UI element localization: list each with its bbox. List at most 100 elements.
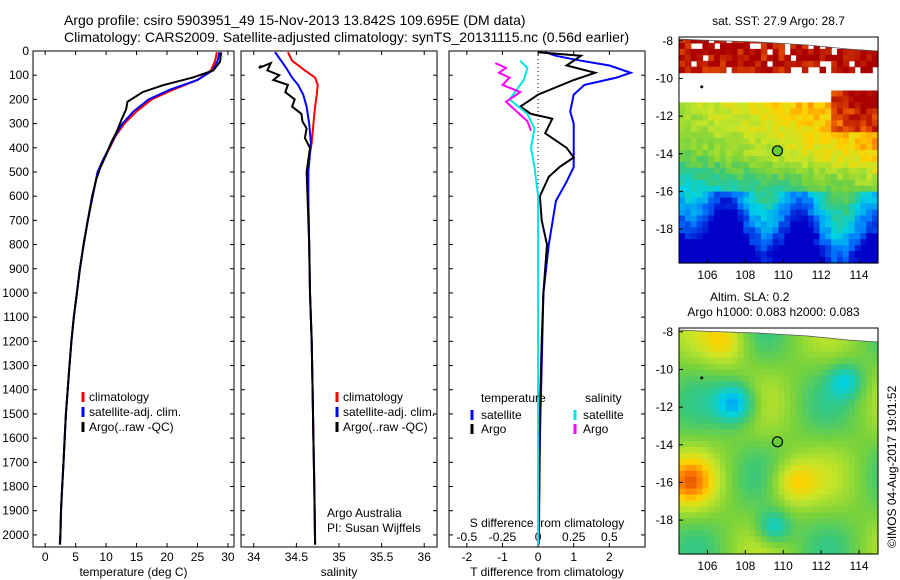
map-cell <box>766 399 774 406</box>
map-cell <box>813 512 821 519</box>
map-cell <box>842 150 850 157</box>
map-cell <box>784 357 791 365</box>
map-cell <box>702 494 709 501</box>
map-cell <box>714 512 721 519</box>
map-cell <box>766 227 774 234</box>
map-cell <box>690 369 698 377</box>
map-cell <box>813 126 821 133</box>
x-tick-label: 35 <box>332 550 346 564</box>
map-cell <box>720 476 727 484</box>
map-cell <box>702 333 709 341</box>
map-cell <box>696 48 704 56</box>
map-cell <box>772 399 780 406</box>
map-cell <box>778 42 785 50</box>
map-cell <box>837 446 844 454</box>
map-cell <box>714 221 721 228</box>
map-cell <box>790 441 797 448</box>
map-cell <box>784 411 791 418</box>
map-cell <box>737 215 744 222</box>
map-cell <box>684 429 692 436</box>
map-cell <box>696 441 704 448</box>
map-cell <box>842 417 850 424</box>
map-cell <box>737 411 744 418</box>
map-cell <box>702 405 709 412</box>
map-cell <box>860 381 867 388</box>
map-cell <box>813 155 821 163</box>
map-cell <box>848 464 856 472</box>
map-cell <box>766 120 774 127</box>
map-cell <box>731 203 739 210</box>
map-cell <box>725 351 733 359</box>
map-cell <box>772 429 780 436</box>
map-cell <box>848 245 856 252</box>
map-cell <box>720 452 727 460</box>
map-cell <box>696 215 704 222</box>
map-cell <box>778 488 785 496</box>
map-cell <box>725 476 733 484</box>
map-cell <box>872 203 879 210</box>
map-cell <box>679 197 686 205</box>
map-cell <box>872 524 879 531</box>
map-cell <box>842 482 850 490</box>
map-cell <box>720 351 727 359</box>
map-cell <box>760 417 768 424</box>
map-cell <box>860 197 867 205</box>
map-cell <box>731 114 739 121</box>
map-cell <box>848 500 856 507</box>
map-cell <box>790 423 797 430</box>
map-cell <box>720 441 727 448</box>
map-cell <box>702 209 709 216</box>
map-cell <box>837 114 844 121</box>
map-cell <box>807 185 815 193</box>
map-cell <box>766 257 774 264</box>
y-tick-label: 1600 <box>2 431 29 445</box>
map-cell <box>684 42 692 50</box>
map-cell <box>807 173 815 181</box>
map-cell <box>679 536 686 543</box>
map-cell <box>807 245 815 252</box>
map-cell <box>842 357 850 365</box>
map-cell <box>854 96 862 103</box>
map-cell <box>831 387 838 394</box>
map-cell <box>714 179 721 187</box>
map-cell <box>831 393 838 400</box>
map-cell <box>720 233 727 240</box>
map-cell <box>737 161 744 169</box>
map-cell <box>807 233 815 240</box>
map-cell <box>760 357 768 365</box>
map-cell <box>778 203 785 210</box>
map-cell <box>790 357 797 365</box>
map-cell <box>872 138 879 145</box>
map-cell <box>684 524 692 531</box>
salinity-panel: 34 34.5 35 35.5 36salinityclimatologysatelli… <box>240 50 438 579</box>
map-cell <box>772 494 780 501</box>
map-cell <box>784 387 791 394</box>
map-cell <box>801 536 809 543</box>
map-cell <box>743 393 750 400</box>
map-cell <box>708 233 715 240</box>
map-cell <box>837 393 844 400</box>
map-cell <box>842 191 850 199</box>
x-tick-label: -1 <box>497 550 508 564</box>
map-cell <box>743 446 750 454</box>
map-cell <box>772 375 780 383</box>
map-cell <box>766 500 774 507</box>
map-cell <box>807 488 815 496</box>
map-cell <box>801 48 809 56</box>
map-cell <box>743 411 750 418</box>
map-cell <box>720 138 727 145</box>
map-cell <box>714 476 721 484</box>
map-cell <box>720 150 727 157</box>
map-cell <box>837 381 844 388</box>
map-cell <box>766 221 774 228</box>
map-cell <box>731 393 739 400</box>
map-cell <box>690 138 698 145</box>
map-cell <box>842 351 850 359</box>
map-cell <box>860 126 867 133</box>
lat-tick-label: -10 <box>656 71 674 85</box>
map-cell <box>684 375 692 383</box>
map-cell <box>842 500 850 507</box>
map-cell <box>801 488 809 496</box>
map-cell <box>725 60 733 68</box>
map-cell <box>813 179 821 187</box>
